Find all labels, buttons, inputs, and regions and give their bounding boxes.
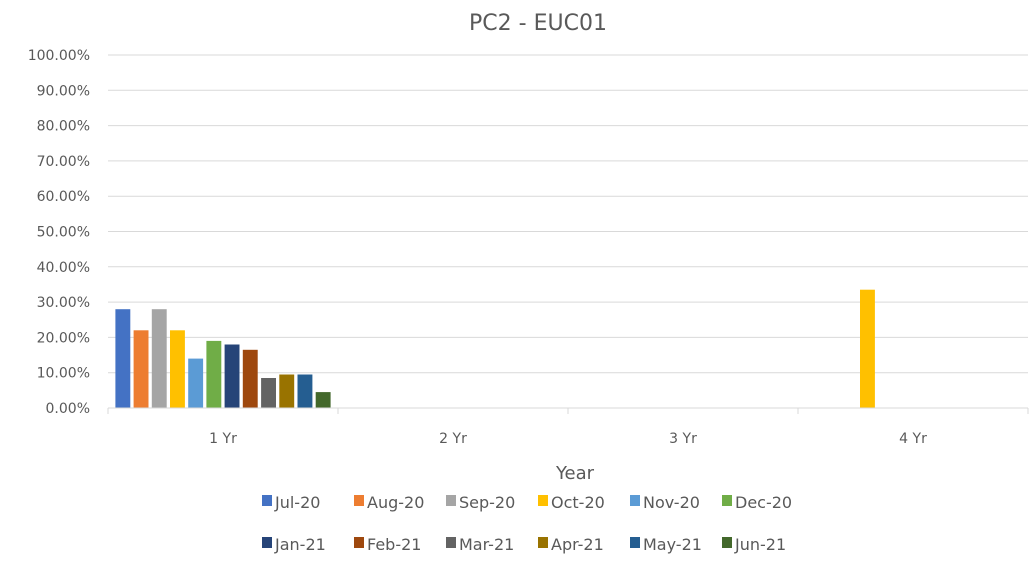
gridlines: [108, 54, 1028, 374]
legend-entry-label: Dec-20: [735, 493, 792, 512]
x-axis: [107, 407, 1029, 414]
bar: [133, 330, 149, 408]
bar: [261, 378, 276, 408]
x-category-label: 2 Yr: [439, 431, 467, 447]
bar: [206, 340, 222, 408]
y-tick-label: 0.00%: [46, 401, 90, 417]
legend-swatch: [630, 537, 640, 548]
bar: [297, 374, 313, 408]
legend-swatch: [538, 495, 548, 506]
legend-entry-label: Oct-20: [551, 493, 605, 512]
legend-entry-label: Jun-21: [734, 535, 786, 554]
legend-entry-label: Mar-21: [459, 535, 514, 554]
bar: [860, 289, 875, 408]
legend-swatch: [446, 495, 456, 506]
y-tick-label: 60.00%: [37, 189, 90, 205]
y-axis-ticks: 0.00% 10.00% 20.00% 30.00% 40.00% 50.00% 60.00…: [28, 48, 90, 417]
legend-swatch: [630, 495, 640, 506]
bar: [242, 349, 258, 408]
legend-swatch: [722, 537, 732, 548]
legend-swatch: [354, 537, 364, 548]
y-tick-label: 90.00%: [37, 83, 90, 99]
y-tick-label: 80.00%: [37, 119, 90, 135]
x-axis-categories: 1 Yr 2 Yr 3 Yr 4 Yr: [209, 431, 927, 447]
legend-swatch: [354, 495, 364, 506]
y-tick-label: 100.00%: [28, 48, 90, 64]
bar: [279, 374, 295, 408]
legend-entry-label: Aug-20: [367, 493, 424, 512]
x-category-label: 3 Yr: [669, 431, 697, 447]
legend-swatch: [538, 537, 548, 548]
y-tick-label: 20.00%: [37, 330, 90, 346]
legend-swatch: [262, 537, 272, 548]
legend-entry-label: Jul-20: [274, 493, 320, 512]
legend-entry-label: Jan-21: [274, 535, 326, 554]
y-tick-label: 40.00%: [37, 260, 90, 276]
legend-swatch: [262, 495, 272, 506]
bars: [115, 289, 875, 408]
bar: [188, 358, 204, 408]
bar: [115, 309, 131, 408]
legend-entry-label: Nov-20: [643, 493, 700, 512]
y-tick-label: 10.00%: [37, 366, 90, 382]
legend-swatch: [446, 537, 456, 548]
legend-entry-label: Sep-20: [459, 493, 515, 512]
bar: [170, 330, 185, 408]
legend-entry-label: Feb-21: [367, 535, 421, 554]
x-axis-title: Year: [555, 463, 595, 484]
y-tick-label: 50.00%: [37, 225, 90, 241]
bar: [224, 344, 240, 408]
legend-swatch: [722, 495, 732, 506]
chart-title: PC2 - EUC01: [469, 11, 607, 36]
bar: [315, 392, 331, 408]
bar: [151, 309, 167, 408]
legend-entry-label: Apr-21: [551, 535, 604, 554]
x-category-label: 1 Yr: [209, 431, 237, 447]
legend-entry-label: May-21: [643, 535, 702, 554]
x-category-label: 4 Yr: [899, 431, 927, 447]
legend: Jul-20 Aug-20 Sep-20 Oct-20 Nov-20 Dec-20 Jan-…: [262, 493, 792, 554]
y-tick-label: 30.00%: [37, 295, 90, 311]
y-tick-label: 70.00%: [37, 154, 90, 170]
